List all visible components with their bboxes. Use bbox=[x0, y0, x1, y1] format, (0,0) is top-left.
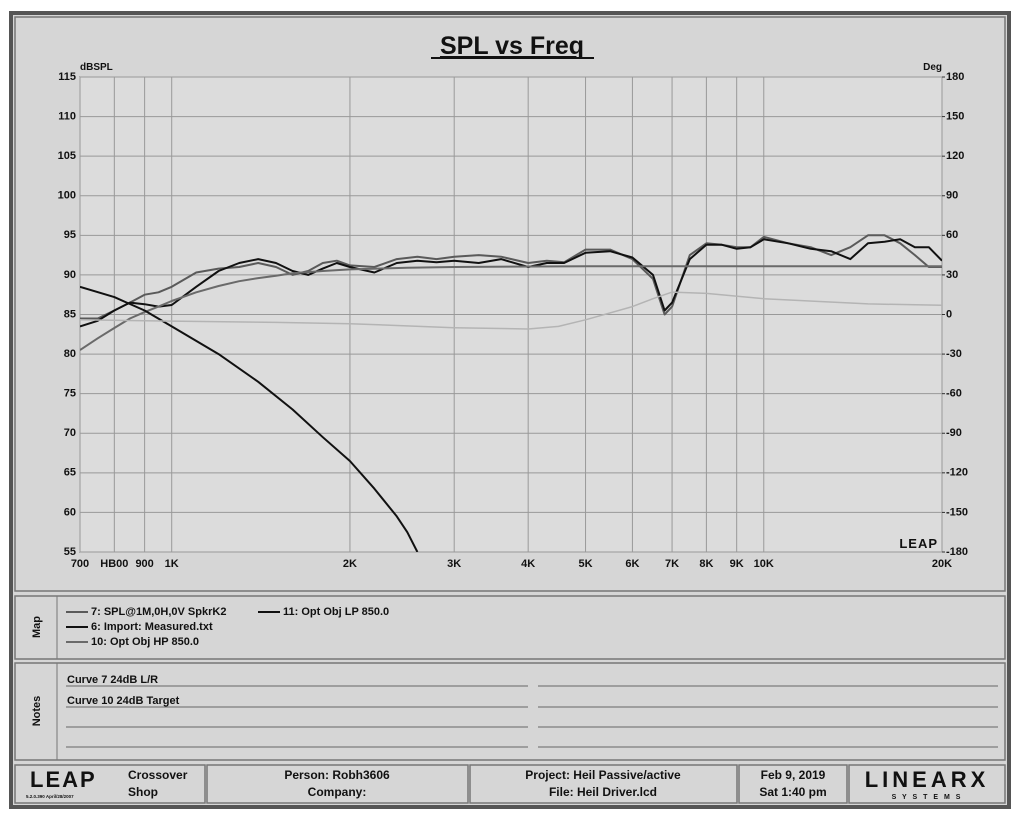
footer-time: Sat 1:40 pm bbox=[759, 785, 826, 799]
legend: 7: SPL@1M,0H,0V SpkrK2 6: Import: Measure… bbox=[66, 606, 389, 648]
legend-label: 11: Opt Obj LP 850.0 bbox=[283, 606, 389, 618]
note-lines bbox=[66, 685, 998, 748]
y-tick-label: 75 bbox=[64, 388, 76, 400]
note-text: Curve 7 24dB L/R bbox=[67, 674, 158, 686]
footer-brand: LINEARX bbox=[865, 767, 990, 792]
chart-title: SPL vs Freq bbox=[440, 32, 584, 60]
footer-project: Project: Heil Passive/active bbox=[525, 768, 681, 782]
footer bbox=[14, 764, 1006, 804]
x-tick-label: 2K bbox=[343, 558, 357, 570]
y2-tick-label: -90 bbox=[946, 427, 962, 439]
footer-cell bbox=[848, 764, 1006, 804]
y2-tick-label: 0 bbox=[946, 308, 952, 320]
footer-date: Feb 9, 2019 bbox=[761, 768, 826, 782]
y2-tick-label: 180 bbox=[946, 71, 964, 83]
y2-tick-label: -30 bbox=[946, 348, 962, 360]
notes-panel bbox=[14, 662, 1006, 761]
footer-cell bbox=[738, 764, 848, 804]
footer-brand-sub: S Y S T E M S bbox=[892, 794, 963, 801]
footer-version: 5.2.0.390 April/28/2007 bbox=[26, 794, 74, 799]
map-panel bbox=[14, 595, 1006, 660]
series-line bbox=[80, 291, 942, 330]
footer-cell bbox=[14, 764, 206, 804]
y2-axis-label: Deg bbox=[923, 62, 942, 73]
y2-tick-label: -60 bbox=[946, 388, 962, 400]
x-tick-label: 900 bbox=[135, 558, 153, 570]
y-tick-label: 70 bbox=[64, 427, 76, 439]
footer-product: Crossover bbox=[128, 768, 188, 782]
note-text: Curve 10 24dB Target bbox=[67, 695, 180, 707]
y-axis-label: dBSPL bbox=[80, 62, 113, 73]
legend-label: 10: Opt Obj HP 850.0 bbox=[91, 636, 199, 648]
y-tick-label: 60 bbox=[64, 506, 76, 518]
x-tick-label: HB00 bbox=[100, 558, 128, 570]
y2-tick-label: 150 bbox=[946, 110, 964, 122]
x-tick-label: 20K bbox=[932, 558, 952, 570]
y2-tick-label: -180 bbox=[946, 546, 968, 558]
legend-label: 7: SPL@1M,0H,0V SpkrK2 bbox=[91, 606, 226, 618]
y2-tick-label: 60 bbox=[946, 229, 958, 241]
y-tick-label: 115 bbox=[58, 71, 76, 83]
footer-company: Company: bbox=[308, 785, 367, 799]
y2-tick-label: -120 bbox=[946, 467, 968, 479]
footer-logo: LEAP bbox=[30, 767, 97, 792]
series-line bbox=[80, 265, 942, 351]
footer-cell bbox=[469, 764, 738, 804]
x-tick-label: 1K bbox=[165, 558, 179, 570]
x-tick-label: 700 bbox=[71, 558, 89, 570]
y2-tick-label: 30 bbox=[946, 269, 958, 281]
y2-tick-label: 120 bbox=[946, 150, 964, 162]
x-tick-label: 10K bbox=[754, 558, 774, 570]
y-tick-label: 55 bbox=[64, 546, 76, 558]
y-tick-label: 85 bbox=[64, 308, 76, 320]
x-tick-label: 6K bbox=[625, 558, 639, 570]
y2-tick-label: -150 bbox=[946, 506, 968, 518]
x-tick-label: 7K bbox=[665, 558, 679, 570]
y-tick-label: 95 bbox=[64, 229, 76, 241]
y-tick-label: 100 bbox=[58, 190, 76, 202]
y-tick-label: 110 bbox=[58, 110, 76, 122]
x-tick-label: 4K bbox=[521, 558, 535, 570]
series-line bbox=[80, 285, 419, 552]
y-tick-label: 90 bbox=[64, 269, 76, 281]
x-tick-label: 8K bbox=[699, 558, 713, 570]
x-tick-label: 3K bbox=[447, 558, 461, 570]
y-tick-label: 80 bbox=[64, 348, 76, 360]
x-tick-label: 5K bbox=[579, 558, 593, 570]
grid bbox=[79, 76, 943, 553]
series-line bbox=[80, 234, 942, 320]
notes-label: Notes bbox=[31, 696, 43, 727]
legend-label: 6: Import: Measured.txt bbox=[91, 621, 213, 633]
map-label: Map bbox=[31, 616, 43, 638]
plot-logo: LEAP bbox=[899, 536, 938, 551]
footer-product: Shop bbox=[128, 785, 158, 799]
footer-file: File: Heil Driver.lcd bbox=[549, 785, 657, 799]
footer-person: Person: Robh3606 bbox=[284, 768, 390, 782]
y-tick-label: 105 bbox=[58, 150, 76, 162]
x-tick-label: 9K bbox=[730, 558, 744, 570]
y-tick-label: 65 bbox=[64, 467, 76, 479]
y2-tick-label: 90 bbox=[946, 190, 958, 202]
footer-cell bbox=[206, 764, 469, 804]
